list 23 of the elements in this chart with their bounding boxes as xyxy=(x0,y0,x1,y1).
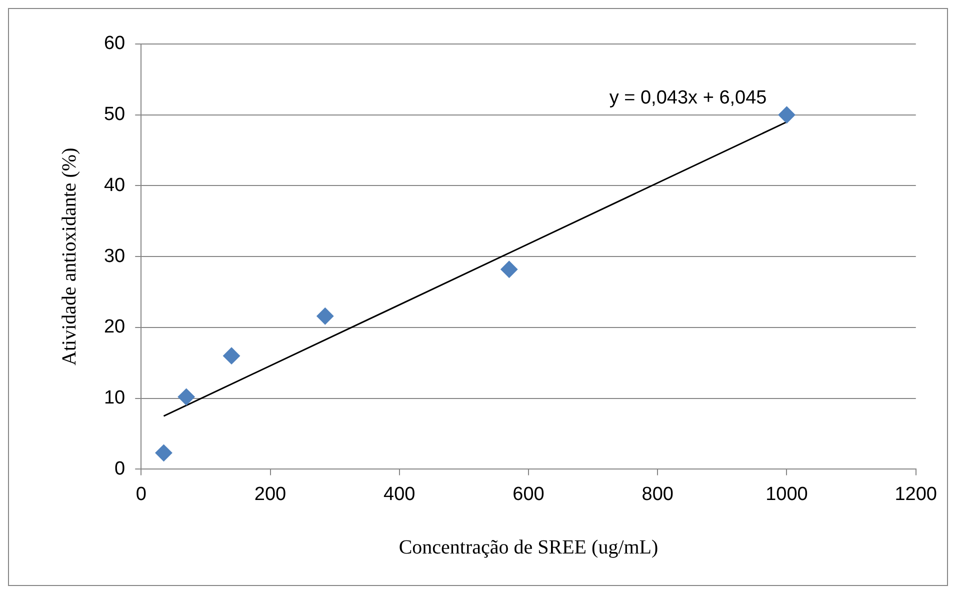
x-tick-label: 400 xyxy=(384,484,416,505)
point xyxy=(223,347,240,364)
y-tick-label: 30 xyxy=(104,246,126,267)
x-tick-label: 800 xyxy=(642,484,674,505)
x-tick-label: 1000 xyxy=(766,484,808,505)
point xyxy=(155,444,172,462)
y-axis-title: Atividade antioxidante (%) xyxy=(58,148,80,366)
y-tick-label: 40 xyxy=(104,174,126,196)
point xyxy=(778,106,796,124)
x-tick-label: 1200 xyxy=(894,484,938,505)
y-tick-label: 20 xyxy=(104,316,126,338)
point xyxy=(316,308,334,325)
y-tick-label: 60 xyxy=(104,33,126,54)
y-tick-label: 10 xyxy=(104,388,126,409)
x-tick-label: 200 xyxy=(254,484,286,505)
y-tick-label: 50 xyxy=(104,104,126,126)
point xyxy=(178,388,195,406)
y-tick-label: 0 xyxy=(114,458,126,480)
point xyxy=(500,260,518,278)
x-axis-title: Concentração de SREE (ug/mL) xyxy=(398,536,658,558)
x-tick-label: 0 xyxy=(136,484,146,505)
x-tick-label: 600 xyxy=(512,484,544,505)
annotation: y = 0,043x + 6,045 xyxy=(609,88,767,109)
